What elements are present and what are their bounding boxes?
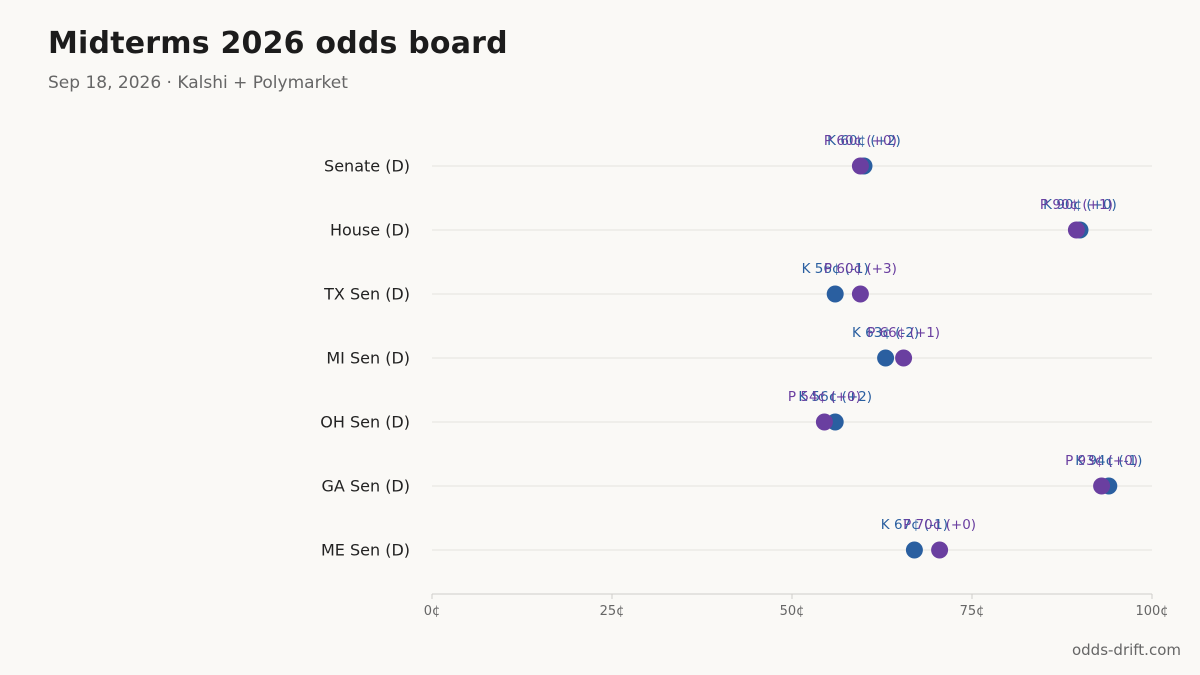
- data-point: [877, 349, 895, 367]
- chart-title: Midterms 2026 odds board: [48, 26, 508, 61]
- category-label: MI Sen (D): [326, 349, 410, 368]
- data-point: [815, 413, 833, 431]
- data-point: [931, 541, 949, 559]
- data-label: P 70¢ (+0): [903, 517, 976, 533]
- data-point: [851, 285, 869, 303]
- data-label: P 66¢ (+1): [867, 325, 940, 341]
- category-label: TX Sen (D): [323, 285, 410, 304]
- data-label: K 60¢ (+2): [827, 133, 901, 149]
- category-label: ME Sen (D): [321, 541, 410, 560]
- chart-subtitle: Sep 18, 2026 · Kalshi + Polymarket: [48, 73, 348, 93]
- data-label: P 60¢ (+3): [824, 261, 897, 277]
- category-label: OH Sen (D): [320, 413, 410, 432]
- category-label: Senate (D): [324, 157, 410, 176]
- data-label: K 56¢ (-1): [802, 261, 869, 277]
- x-tick-label: 25¢: [600, 604, 625, 619]
- data-label: P 60¢ (+0): [824, 133, 897, 149]
- category-label: House (D): [330, 221, 410, 240]
- data-label: P 93¢ (+0): [1065, 453, 1138, 469]
- data-point: [1093, 477, 1111, 495]
- data-point: [1067, 221, 1085, 239]
- data-label: K 67¢ (-1): [881, 517, 948, 533]
- data-label: P 90¢ (+1): [1040, 197, 1113, 213]
- data-point: [826, 285, 844, 303]
- category-label: GA Sen (D): [322, 477, 410, 496]
- data-label: P 54¢ (+0): [788, 389, 861, 405]
- data-point: [905, 541, 923, 559]
- data-label: K 94¢ (-1): [1075, 453, 1142, 469]
- data-label: K 63¢ (-2): [852, 325, 919, 341]
- data-point: [851, 157, 869, 175]
- x-tick-label: 0¢: [424, 604, 441, 619]
- x-tick-label: 50¢: [780, 604, 805, 619]
- data-point: [895, 349, 913, 367]
- data-label: K 56¢ (+2): [798, 389, 872, 405]
- source-footer: odds-drift.com: [1071, 641, 1181, 659]
- x-tick-label: 100¢: [1135, 604, 1168, 619]
- x-tick-label: 75¢: [960, 604, 985, 619]
- data-label: K 90¢ (+0): [1043, 197, 1117, 213]
